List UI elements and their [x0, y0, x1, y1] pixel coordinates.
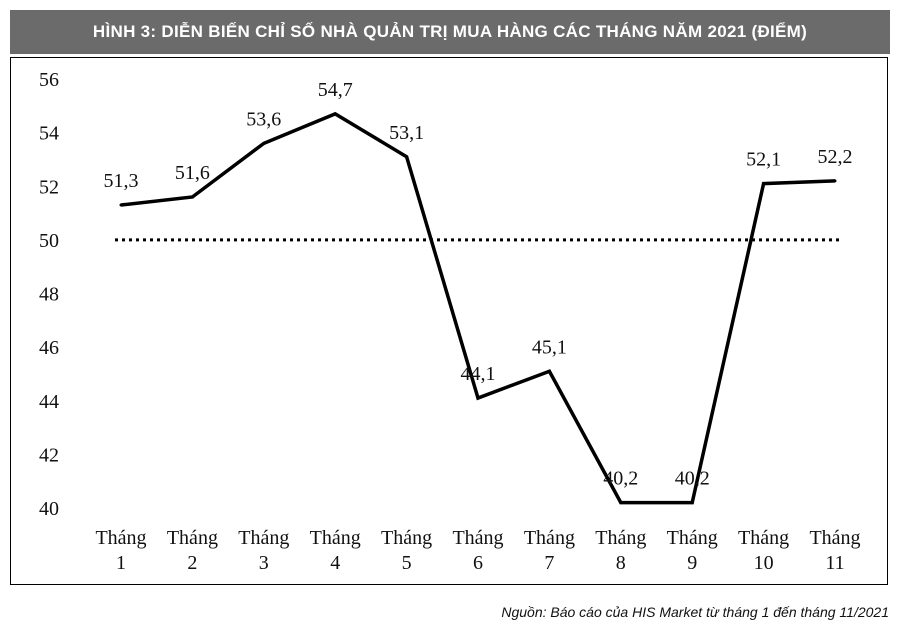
data-point — [690, 501, 694, 505]
source-note: Nguồn: Báo cáo của HIS Market từ tháng 1… — [501, 604, 889, 620]
x-tick-label: Tháng — [809, 527, 860, 549]
data-point — [333, 112, 337, 116]
x-tick-label: Tháng — [167, 527, 218, 549]
chart-title: HÌNH 3: DIỄN BIẾN CHỈ SỐ NHÀ QUẢN TRỊ MU… — [10, 10, 890, 54]
data-label: 53,1 — [389, 122, 424, 144]
x-tick-label: Tháng — [310, 527, 361, 549]
y-tick-label: 40 — [39, 498, 59, 520]
data-label: 54,7 — [318, 79, 353, 101]
y-tick-label: 50 — [39, 230, 59, 252]
data-point — [262, 141, 266, 145]
data-point — [119, 203, 123, 207]
chart-frame: 40 42 44 46 48 50 52 54 56 51,3 51,6 53,6 54,7 53,1 44… — [10, 57, 888, 585]
x-tick-label: Tháng — [738, 527, 789, 549]
x-tick-label: Tháng — [95, 527, 146, 549]
x-tick-number: 9 — [687, 552, 697, 574]
data-label: 51,3 — [104, 170, 139, 192]
x-tick-number: 6 — [473, 552, 483, 574]
x-tick-number: 2 — [187, 552, 197, 574]
x-tick-number: 3 — [259, 552, 269, 574]
data-point — [476, 396, 480, 400]
x-tick-number: 4 — [330, 552, 340, 574]
x-tick-label: Tháng — [381, 527, 432, 549]
data-label: 51,6 — [175, 162, 210, 184]
x-tick-number: 8 — [616, 552, 626, 574]
y-tick-label: 42 — [39, 444, 59, 466]
x-tick-number: 10 — [754, 552, 774, 574]
data-point — [547, 369, 551, 373]
data-point — [619, 501, 623, 505]
x-tick-label: Tháng — [452, 527, 503, 549]
series-line — [120, 111, 836, 505]
y-tick-label: 46 — [39, 337, 59, 359]
data-point — [762, 182, 766, 186]
data-label: 40,2 — [675, 468, 710, 490]
y-tick-label: 56 — [39, 69, 59, 91]
x-tick-label: Tháng — [238, 527, 289, 549]
y-tick-label: 54 — [39, 123, 59, 145]
data-label: 40,2 — [603, 468, 638, 490]
x-tick-label: Tháng — [595, 527, 646, 549]
data-point — [405, 155, 409, 159]
x-tick-number: 11 — [825, 552, 844, 574]
y-tick-label: 52 — [39, 176, 59, 198]
data-label: 45,1 — [532, 336, 567, 358]
data-label: 44,1 — [461, 363, 496, 385]
y-tick-label: 48 — [39, 284, 59, 306]
data-label: 52,1 — [746, 149, 781, 171]
data-label: 53,6 — [246, 108, 281, 130]
x-tick-number: 1 — [116, 552, 126, 574]
x-tick-label: Tháng — [667, 527, 718, 549]
data-label: 52,2 — [818, 146, 853, 168]
y-tick-label: 44 — [39, 391, 59, 413]
x-tick-number: 7 — [544, 552, 554, 574]
data-point — [833, 179, 837, 183]
x-tick-label: Tháng — [524, 527, 575, 549]
data-point — [190, 195, 194, 199]
x-tick-number: 5 — [402, 552, 412, 574]
